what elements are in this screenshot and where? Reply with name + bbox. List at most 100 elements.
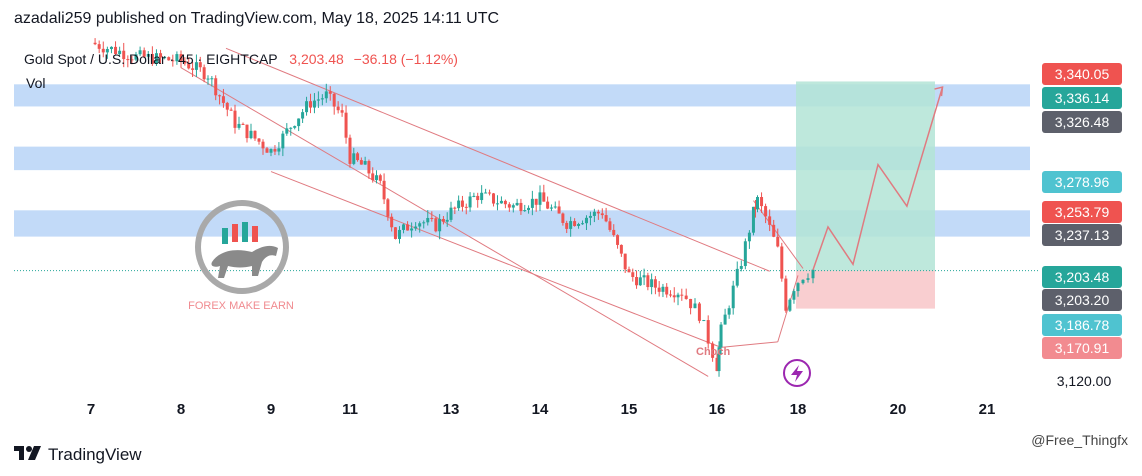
candle-body bbox=[221, 96, 225, 103]
candle-body bbox=[237, 123, 241, 128]
candle-body bbox=[706, 320, 710, 344]
candle bbox=[229, 107, 233, 111]
candle-body bbox=[697, 303, 701, 321]
candle bbox=[183, 57, 187, 66]
candle-body bbox=[472, 195, 476, 197]
channel-line-3 bbox=[270, 171, 722, 348]
time-tick-label: 7 bbox=[87, 401, 95, 418]
candle bbox=[171, 54, 175, 67]
candle-body bbox=[549, 207, 553, 209]
candle-body bbox=[328, 91, 332, 94]
candle bbox=[363, 156, 367, 165]
candle-body bbox=[253, 130, 257, 139]
price-tag-bg bbox=[1042, 266, 1122, 288]
candle-body bbox=[371, 173, 375, 181]
candle bbox=[273, 145, 277, 156]
candle-body bbox=[592, 211, 596, 216]
candle bbox=[753, 199, 757, 218]
candle bbox=[747, 230, 751, 249]
brand-logo-ring bbox=[195, 200, 289, 294]
candle-body bbox=[650, 279, 654, 288]
candle bbox=[796, 282, 800, 297]
candle-body bbox=[747, 232, 751, 242]
candle bbox=[194, 54, 198, 78]
lightning-icon[interactable] bbox=[783, 359, 811, 387]
candle bbox=[277, 142, 281, 156]
candle-body bbox=[468, 196, 472, 208]
candle-body bbox=[627, 269, 631, 273]
candle bbox=[206, 75, 210, 85]
candle bbox=[717, 341, 721, 377]
candle bbox=[472, 192, 476, 198]
long-position-tool[interactable] bbox=[14, 81, 1040, 309]
candle-body bbox=[397, 229, 401, 239]
candle-body bbox=[693, 303, 697, 309]
candle-body bbox=[801, 279, 805, 284]
candle-body bbox=[159, 53, 163, 58]
candle-body bbox=[163, 57, 167, 59]
candle-body bbox=[233, 110, 237, 128]
candle-body bbox=[386, 199, 390, 217]
candle bbox=[780, 242, 784, 282]
candle bbox=[577, 222, 581, 229]
candle-body bbox=[503, 200, 507, 205]
candle bbox=[344, 105, 348, 144]
price-axis: 3,340.05 3,336.14 3,326.48 3,278.96 3,253.79… bbox=[1042, 63, 1122, 389]
candle bbox=[375, 170, 379, 184]
price-tag-label: 3,203.20 bbox=[1055, 292, 1110, 308]
candle-body bbox=[154, 53, 158, 64]
candle-body bbox=[210, 78, 214, 80]
candle bbox=[743, 238, 747, 270]
candle-body bbox=[202, 67, 206, 80]
projection-line bbox=[812, 86, 944, 271]
candle-body bbox=[281, 133, 285, 149]
candle-body bbox=[273, 149, 277, 152]
candle bbox=[534, 198, 538, 212]
candle bbox=[619, 244, 623, 257]
candle-body bbox=[519, 202, 523, 212]
candle bbox=[581, 220, 585, 225]
candle bbox=[638, 270, 642, 286]
candle bbox=[549, 204, 553, 212]
candle-body bbox=[105, 49, 109, 53]
candle-body bbox=[187, 63, 191, 69]
candle bbox=[198, 56, 202, 72]
time-axis: 7 8 9 11 13 14 15 16 18 20 21 bbox=[87, 401, 996, 418]
time-tick-label: 18 bbox=[790, 401, 807, 418]
price-tag: 3,186.78 bbox=[1042, 314, 1122, 336]
candle bbox=[163, 56, 167, 60]
channel-line-2 bbox=[180, 67, 709, 377]
candle bbox=[488, 189, 492, 196]
candle-body bbox=[788, 299, 792, 311]
price-tag: 3,170.91 bbox=[1042, 337, 1122, 359]
price-tag: 3,278.96 bbox=[1042, 171, 1122, 193]
candle-body bbox=[265, 148, 269, 153]
candle-body bbox=[114, 46, 118, 54]
candle-body bbox=[715, 357, 719, 372]
candle-body bbox=[702, 320, 706, 322]
candle bbox=[210, 76, 214, 87]
candle bbox=[109, 46, 113, 54]
candle bbox=[792, 288, 796, 304]
candle bbox=[422, 220, 426, 229]
candle-body bbox=[689, 298, 693, 309]
candle bbox=[406, 221, 410, 231]
candle-body bbox=[269, 149, 273, 153]
price-tag-bg bbox=[1042, 63, 1122, 85]
candle-body bbox=[665, 286, 669, 295]
candle-body bbox=[635, 277, 639, 286]
candle-body bbox=[336, 106, 340, 111]
price-tag-bg bbox=[1042, 171, 1122, 193]
candle-body bbox=[434, 218, 438, 232]
price-tag: 3,336.14 bbox=[1042, 87, 1122, 109]
candle-body bbox=[612, 229, 616, 236]
tradingview-logo[interactable]: TradingView bbox=[14, 444, 142, 465]
price-tag-bg bbox=[1042, 111, 1122, 133]
candle bbox=[739, 260, 743, 272]
candle-body bbox=[249, 130, 253, 139]
candle bbox=[146, 51, 150, 60]
candle-body bbox=[229, 109, 233, 111]
price-tag-bg bbox=[1042, 224, 1122, 246]
candle-body bbox=[499, 200, 503, 204]
